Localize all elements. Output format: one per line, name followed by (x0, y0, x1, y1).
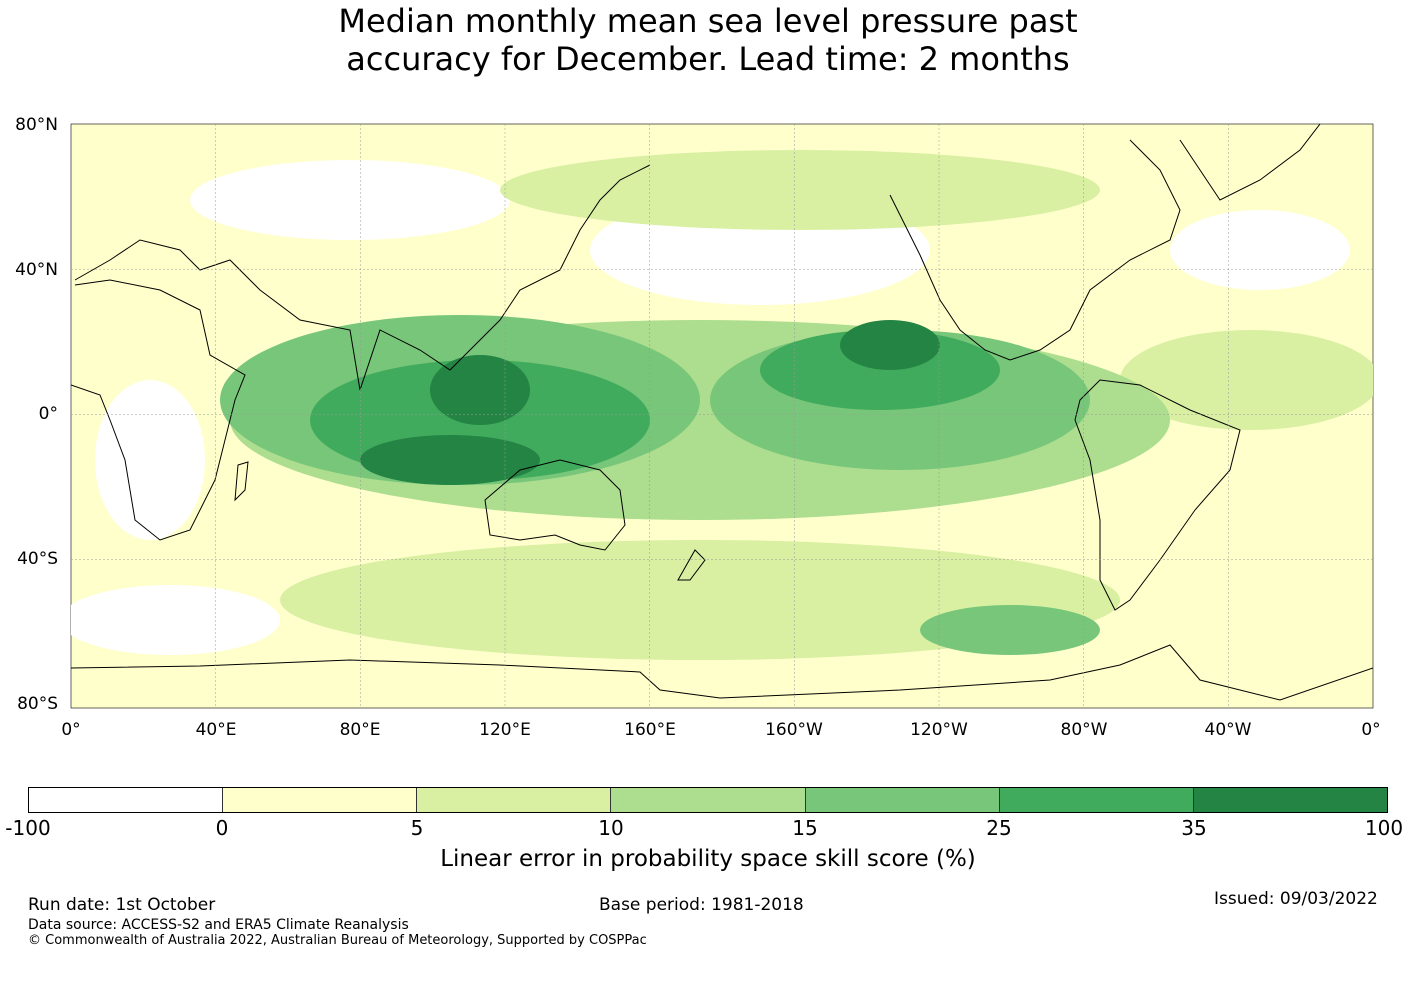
coast-madagascar (234, 461, 249, 502)
lon-label-120e: 120°E (479, 720, 531, 740)
colorbar-tick: 35 (1181, 816, 1207, 840)
light-green-region-south (280, 540, 1120, 660)
coast-new-zealand (677, 549, 706, 581)
lon-label-160e: 160°E (624, 720, 676, 740)
coast-south-america (1074, 379, 1241, 611)
colorbar-tick: 10 (598, 816, 624, 840)
colorbar-label: Linear error in probability space skill … (440, 846, 976, 872)
coast-north-america (889, 139, 1181, 361)
lon-label-120w: 120°W (910, 720, 968, 740)
lon-label-40w: 40°W (1204, 720, 1252, 740)
coast-antarctica (71, 644, 1373, 701)
lon-label-80w: 80°W (1060, 720, 1108, 740)
graticule (71, 124, 1373, 708)
coastlines (71, 124, 1373, 701)
coast-australia (484, 459, 626, 551)
colorbar-segment (223, 788, 418, 812)
white-region-eurasia (190, 160, 510, 240)
colorbar (28, 787, 1388, 813)
map-title: Median monthly mean sea level pressure p… (0, 2, 1416, 78)
white-region-southern-atlantic (71, 585, 280, 655)
lat-label-80n: 80°N (15, 115, 58, 135)
coast-europe-asia (74, 164, 651, 391)
colorbar-tick: 15 (792, 816, 818, 840)
dark-green-region-pacific (840, 320, 940, 370)
colorbar-tick: 25 (986, 816, 1012, 840)
colorbar-segment (805, 788, 1000, 812)
lat-label-40n: 40°N (15, 260, 58, 280)
green-region-southern-ocean (920, 605, 1100, 655)
colorbar-segment (999, 788, 1194, 812)
lat-label-80s: 80°S (17, 694, 58, 714)
colorbar-tick: 100 (1364, 816, 1404, 840)
issued-date: Issued: 09/03/2022 (1214, 889, 1378, 909)
white-region-africa (95, 380, 205, 540)
lon-label-0-right: 0° (1361, 720, 1381, 740)
skill-score-field (71, 150, 1373, 660)
colorbar-segment (611, 788, 806, 812)
light-green-region-atlantic (1120, 330, 1373, 430)
copyright: © Commonwealth of Australia 2022, Austra… (28, 933, 647, 948)
coast-greenland (1179, 124, 1321, 201)
colorbar-tick: -100 (5, 816, 51, 840)
green-region-north-east-pacific (760, 330, 1000, 410)
run-date: Run date: 1st October (28, 895, 216, 915)
data-source: Data source: ACCESS-S2 and ERA5 Climate … (28, 917, 409, 933)
white-region-north-atlantic (1170, 210, 1350, 290)
colorbar-tick: 0 (215, 816, 229, 840)
lon-label-80e: 80°E (339, 720, 381, 740)
title-line-1: Median monthly mean sea level pressure p… (338, 2, 1078, 40)
lon-label-40e: 40°E (195, 720, 237, 740)
lon-label-0-left: 0° (61, 720, 81, 740)
lat-label-0: 0° (38, 404, 58, 424)
light-green-region-north (500, 150, 1100, 230)
colorbar-tick: 5 (410, 816, 424, 840)
lon-label-160w: 160°W (765, 720, 823, 740)
dark-green-region-indian-ocean (360, 435, 540, 485)
colorbar-segment (29, 788, 224, 812)
base-period: Base period: 1981-2018 (599, 895, 804, 915)
title-line-2: accuracy for December. Lead time: 2 mont… (346, 40, 1070, 78)
lat-label-40s: 40°S (17, 549, 58, 569)
colorbar-segment (417, 788, 612, 812)
colorbar-segment (1193, 788, 1387, 812)
coast-africa (71, 279, 246, 541)
